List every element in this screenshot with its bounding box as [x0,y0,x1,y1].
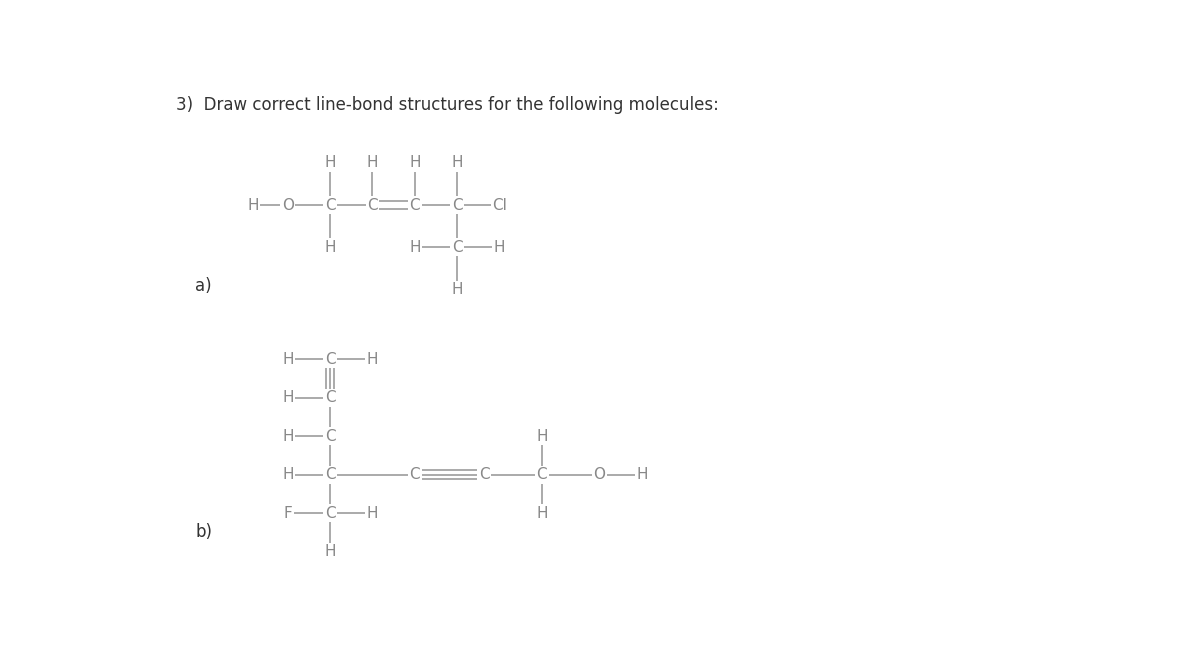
Text: F: F [283,506,292,521]
Text: C: C [325,467,336,482]
Text: C: C [536,467,547,482]
Text: H: H [367,506,378,521]
Text: C: C [409,198,420,213]
Text: H: H [409,240,420,255]
Text: O: O [594,467,606,482]
Text: C: C [409,467,420,482]
Text: C: C [479,467,490,482]
Text: H: H [282,428,294,443]
Text: C: C [452,198,462,213]
Text: C: C [452,240,462,255]
Text: H: H [536,428,547,443]
Text: C: C [325,390,336,405]
Text: H: H [247,198,259,213]
Text: C: C [325,352,336,367]
Text: H: H [367,352,378,367]
Text: H: H [536,506,547,521]
Text: H: H [367,155,378,170]
Text: H: H [282,390,294,405]
Text: H: H [493,240,505,255]
Text: H: H [451,155,463,170]
Text: H: H [451,282,463,297]
Text: H: H [282,352,294,367]
Text: 3)  Draw correct line-bond structures for the following molecules:: 3) Draw correct line-bond structures for… [176,96,719,114]
Text: H: H [324,544,336,559]
Text: O: O [282,198,294,213]
Text: b): b) [196,523,212,541]
Text: Cl: Cl [492,198,506,213]
Text: C: C [325,198,336,213]
Text: C: C [325,428,336,443]
Text: H: H [324,155,336,170]
Text: H: H [282,467,294,482]
Text: H: H [636,467,648,482]
Text: a): a) [196,277,212,295]
Text: H: H [409,155,420,170]
Text: C: C [367,198,378,213]
Text: H: H [324,240,336,255]
Text: C: C [325,506,336,521]
